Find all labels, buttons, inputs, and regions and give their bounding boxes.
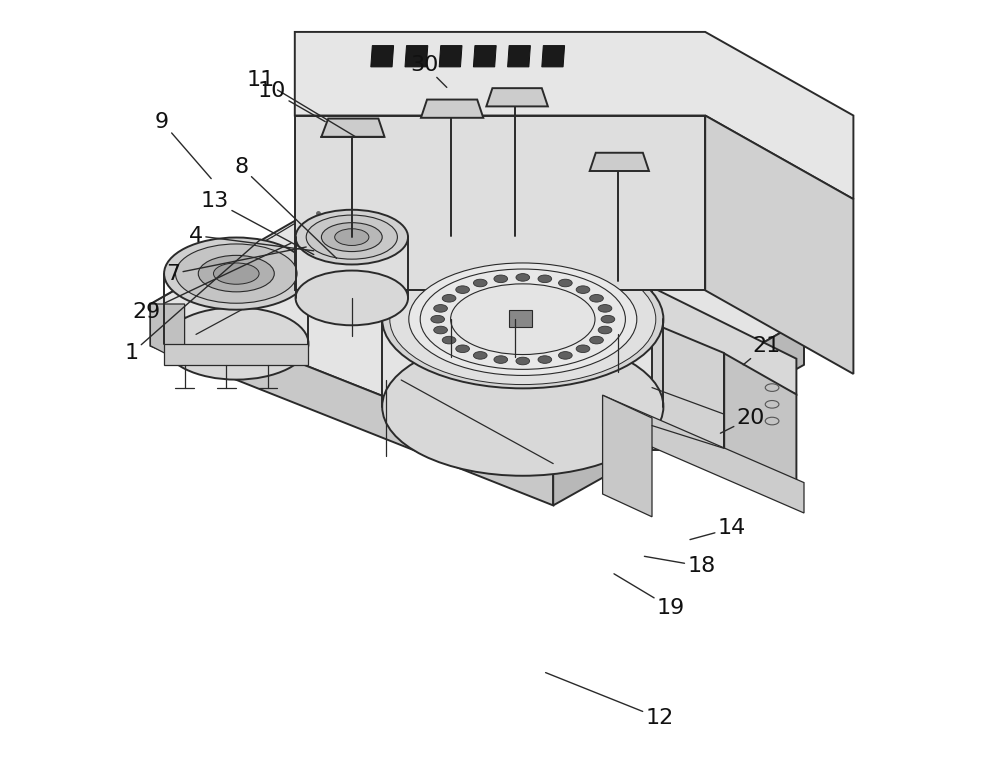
- Polygon shape: [371, 46, 394, 67]
- Text: 8: 8: [235, 157, 337, 258]
- Polygon shape: [508, 46, 530, 67]
- Ellipse shape: [576, 345, 590, 353]
- Polygon shape: [603, 395, 804, 513]
- Ellipse shape: [494, 356, 508, 363]
- Polygon shape: [590, 153, 649, 171]
- Polygon shape: [321, 119, 384, 137]
- Ellipse shape: [382, 337, 663, 476]
- Ellipse shape: [473, 279, 487, 287]
- Polygon shape: [150, 304, 553, 505]
- Ellipse shape: [434, 305, 447, 312]
- Text: 13: 13: [201, 192, 314, 255]
- Text: 21: 21: [743, 336, 780, 365]
- Polygon shape: [421, 100, 483, 118]
- Ellipse shape: [306, 215, 397, 259]
- Polygon shape: [542, 46, 565, 67]
- Ellipse shape: [434, 326, 447, 334]
- Ellipse shape: [164, 237, 308, 310]
- Text: 18: 18: [644, 556, 716, 576]
- Ellipse shape: [409, 263, 637, 375]
- Ellipse shape: [456, 286, 469, 293]
- Polygon shape: [603, 395, 652, 517]
- Polygon shape: [405, 46, 428, 67]
- Ellipse shape: [164, 307, 308, 380]
- Text: 14: 14: [690, 518, 746, 540]
- Ellipse shape: [538, 356, 552, 363]
- Polygon shape: [150, 304, 185, 363]
- Polygon shape: [724, 353, 796, 486]
- Polygon shape: [164, 344, 308, 365]
- Ellipse shape: [442, 295, 456, 302]
- Ellipse shape: [598, 305, 612, 312]
- Ellipse shape: [516, 274, 530, 281]
- Ellipse shape: [494, 275, 508, 283]
- Text: 19: 19: [614, 574, 685, 618]
- Ellipse shape: [516, 357, 530, 365]
- Ellipse shape: [538, 275, 552, 283]
- Polygon shape: [295, 32, 853, 199]
- Text: 20: 20: [720, 408, 765, 433]
- Text: 1: 1: [124, 239, 261, 363]
- Ellipse shape: [335, 229, 369, 245]
- Ellipse shape: [175, 244, 297, 303]
- Ellipse shape: [590, 295, 603, 302]
- Ellipse shape: [473, 352, 487, 359]
- Ellipse shape: [296, 210, 408, 264]
- Text: 9: 9: [155, 112, 211, 179]
- Polygon shape: [486, 88, 548, 106]
- Polygon shape: [652, 287, 796, 394]
- Polygon shape: [705, 116, 853, 374]
- Ellipse shape: [321, 223, 382, 252]
- Text: 12: 12: [546, 673, 674, 728]
- Ellipse shape: [601, 315, 615, 323]
- Ellipse shape: [390, 254, 656, 385]
- Text: 10: 10: [258, 81, 325, 122]
- Ellipse shape: [442, 336, 456, 344]
- Text: 30: 30: [410, 55, 447, 87]
- Polygon shape: [295, 116, 705, 290]
- Polygon shape: [439, 46, 462, 67]
- Polygon shape: [553, 319, 804, 505]
- FancyBboxPatch shape: [509, 310, 532, 327]
- Ellipse shape: [576, 286, 590, 293]
- Polygon shape: [652, 323, 724, 450]
- Text: 11: 11: [246, 70, 356, 137]
- Ellipse shape: [559, 352, 572, 359]
- Text: 4: 4: [189, 226, 314, 251]
- Ellipse shape: [590, 336, 603, 344]
- Text: 7: 7: [166, 247, 306, 283]
- Ellipse shape: [559, 279, 572, 287]
- Ellipse shape: [456, 345, 469, 353]
- Polygon shape: [150, 160, 804, 464]
- Ellipse shape: [382, 250, 663, 388]
- Ellipse shape: [598, 326, 612, 334]
- Ellipse shape: [451, 284, 595, 354]
- Text: 29: 29: [132, 243, 291, 321]
- Polygon shape: [473, 46, 496, 67]
- Ellipse shape: [431, 315, 445, 323]
- Ellipse shape: [213, 263, 259, 284]
- Ellipse shape: [198, 255, 274, 292]
- Ellipse shape: [296, 271, 408, 325]
